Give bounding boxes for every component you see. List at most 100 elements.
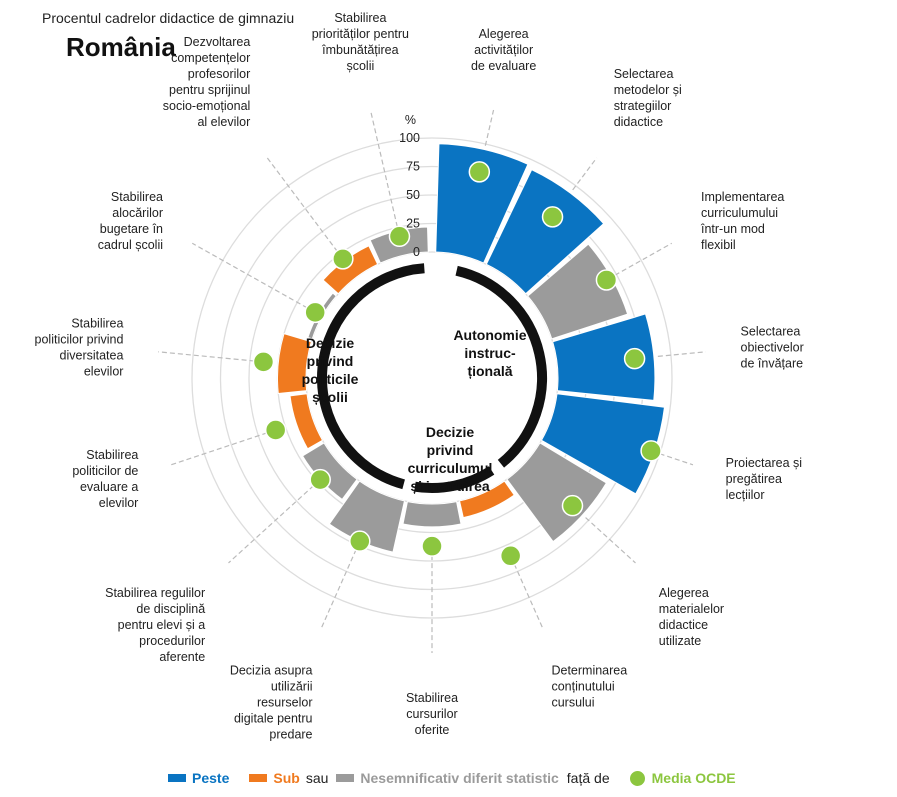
legend-label-fata-de: față de — [566, 770, 610, 786]
bar-9 — [328, 480, 406, 553]
group-label-line: politicile — [302, 371, 359, 387]
leader-line — [659, 453, 694, 466]
category-label-line: Alegerea — [659, 586, 709, 600]
category-label-13: Stabilirea alocărilor bugetare în cadrul șc… — [98, 190, 163, 252]
bar-4 — [552, 313, 656, 401]
oecd-dot-13 — [304, 301, 326, 324]
category-label-line: curriculumului — [701, 206, 778, 220]
oecd-dot-11 — [264, 419, 287, 441]
oecd-dot-3 — [595, 269, 618, 291]
legend-swatch-nesemnificativ — [336, 774, 355, 782]
leader-line — [614, 242, 673, 276]
group-label-line: curriculumul — [408, 460, 493, 476]
leader-line — [228, 485, 314, 564]
category-label-line: Implementarea — [701, 190, 784, 204]
category-label-line: priorităților pentru — [312, 27, 409, 41]
group-label-line: țională — [467, 363, 512, 379]
leader-line — [585, 517, 636, 564]
category-label-line: procedurilor — [139, 634, 205, 648]
category-label-line: Selectarea — [614, 67, 674, 81]
category-label-line: profesorilor — [188, 67, 251, 81]
category-label-line: elevilor — [84, 365, 124, 379]
grid-circle — [191, 137, 673, 619]
legend-swatch-sub — [249, 774, 268, 782]
tick-label: 0 — [413, 245, 420, 259]
category-label-line: al elevilor — [197, 115, 250, 129]
category-label-line: diversitatea — [60, 349, 124, 363]
oecd-dot-15 — [388, 225, 411, 248]
chart-subtitle: Procentul cadrelor didactice de gimnaziu — [42, 10, 295, 26]
legend-label-sau: sau — [305, 770, 329, 786]
category-label-line: Stabilirea — [86, 448, 138, 462]
tick-label: 25 — [406, 217, 420, 231]
oecd-dot-12 — [252, 351, 275, 373]
bar-12 — [277, 332, 312, 395]
category-label-line: socio-emoțional — [163, 99, 251, 113]
oecd-dot-10 — [309, 468, 331, 491]
category-label-line: pregătirea — [726, 472, 782, 486]
category-label-1: Alegerea activităților de evaluare — [471, 27, 536, 73]
oecd-dot-6 — [561, 494, 584, 517]
category-label-line: într-un mod — [700, 222, 765, 236]
axis-unit: % — [405, 113, 416, 127]
leader-line — [191, 242, 308, 309]
category-label-line: didactice — [614, 115, 663, 129]
group-label-1: Autonomie instruc-țională — [453, 327, 526, 379]
bar-6 — [506, 442, 608, 543]
category-label-line: politicilor privind — [35, 333, 124, 347]
tick-label: 50 — [406, 188, 420, 202]
category-label-line: utilizării — [271, 680, 313, 694]
category-label-10: Stabilirea regulilor de disciplină pentru … — [105, 586, 205, 664]
legend-dot-media — [629, 770, 645, 786]
group-label-line: Autonomie — [453, 327, 526, 343]
category-label-line: de evaluare — [471, 59, 536, 73]
bar-3 — [527, 243, 629, 340]
leader-line — [266, 157, 338, 253]
category-label-line: Proiectarea și — [726, 456, 802, 470]
category-label-line: Determinarea — [551, 664, 627, 678]
leader-line — [369, 109, 398, 227]
group-arc-1 — [455, 265, 547, 468]
category-label-line: îmbunătățirea — [321, 43, 398, 57]
oecd-dot-7 — [499, 545, 522, 567]
group-label-line: privind — [307, 353, 354, 369]
leader-line — [657, 351, 706, 357]
category-label-line: lecțiilor — [726, 488, 765, 502]
category-label-line: competențelor — [171, 51, 250, 65]
category-label-line: cursului — [551, 696, 594, 710]
bar-11 — [289, 393, 324, 450]
category-label-12: Stabilirea politicilor privind diversitate… — [35, 317, 124, 379]
oecd-dot-1 — [468, 161, 491, 183]
category-label-3: Implementarea curriculumului într-un mod fl… — [700, 190, 784, 252]
category-label-2: Selectarea metodelor și strategiilor didact… — [614, 67, 682, 129]
category-label-line: pentru sprijinul — [169, 83, 250, 97]
group-label-line: instruc- — [464, 345, 516, 361]
category-label-line: didactice — [659, 618, 708, 632]
group-label-line: și instruirea — [410, 478, 490, 494]
category-label-line: politicilor de — [72, 464, 138, 478]
category-label-line: Dezvoltarea — [184, 35, 251, 49]
category-label-line: flexibil — [701, 238, 736, 252]
tick-label: 75 — [406, 160, 420, 174]
bar-7 — [458, 480, 515, 519]
category-label-line: activităților — [474, 43, 533, 57]
category-label-line: conținutului — [551, 680, 614, 694]
group-label-3: Decizie privind politicile școlii — [302, 335, 359, 405]
category-label-line: oferite — [415, 723, 450, 737]
category-label-line: digitale pentru — [234, 712, 313, 726]
oecd-dot-4 — [623, 347, 646, 370]
bar-2 — [485, 169, 605, 295]
group-arc-2 — [414, 466, 495, 493]
category-label-line: utilizate — [659, 634, 701, 648]
bar-5 — [540, 393, 666, 495]
category-label-line: Stabilirea — [111, 190, 163, 204]
group-label-line: Decizie — [306, 335, 354, 351]
category-label-5: Proiectarea și pregătirea lecțiilor — [726, 456, 802, 502]
category-label-line: Decizia asupra — [230, 664, 313, 678]
category-label-line: cursurilor — [406, 707, 457, 721]
category-label-line: pentru elevi și a — [118, 618, 206, 632]
category-label-line: cadrul școlii — [98, 238, 163, 252]
category-label-line: obiectivelor — [741, 341, 804, 355]
group-label-2: Decizie privind curriculumul și instruirea — [408, 424, 493, 494]
